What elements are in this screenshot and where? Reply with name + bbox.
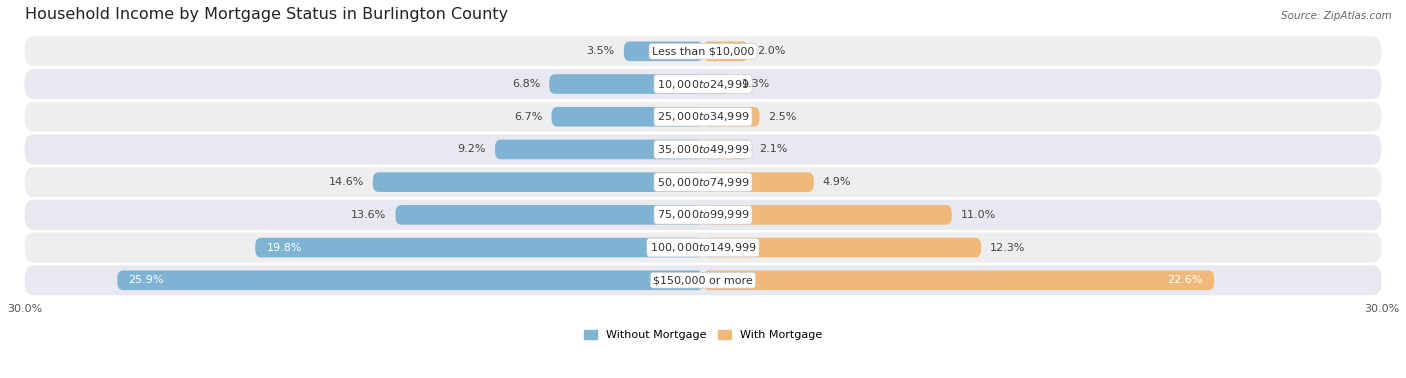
Text: $25,000 to $34,999: $25,000 to $34,999: [657, 110, 749, 123]
Text: $10,000 to $24,999: $10,000 to $24,999: [657, 77, 749, 90]
Text: $150,000 or more: $150,000 or more: [654, 275, 752, 285]
Text: $50,000 to $74,999: $50,000 to $74,999: [657, 176, 749, 189]
FancyBboxPatch shape: [117, 271, 703, 290]
FancyBboxPatch shape: [703, 238, 981, 257]
FancyBboxPatch shape: [24, 102, 1382, 132]
Text: 9.2%: 9.2%: [457, 144, 486, 155]
FancyBboxPatch shape: [703, 205, 952, 225]
Text: 14.6%: 14.6%: [329, 177, 364, 187]
Text: Source: ZipAtlas.com: Source: ZipAtlas.com: [1281, 11, 1392, 21]
Text: $35,000 to $49,999: $35,000 to $49,999: [657, 143, 749, 156]
Text: 19.8%: 19.8%: [267, 243, 302, 253]
FancyBboxPatch shape: [395, 205, 703, 225]
FancyBboxPatch shape: [24, 36, 1382, 67]
FancyBboxPatch shape: [24, 167, 1382, 197]
Text: 2.5%: 2.5%: [769, 112, 797, 122]
FancyBboxPatch shape: [703, 139, 751, 159]
Text: $100,000 to $149,999: $100,000 to $149,999: [650, 241, 756, 254]
FancyBboxPatch shape: [703, 271, 1215, 290]
Text: 1.3%: 1.3%: [741, 79, 769, 89]
Text: 25.9%: 25.9%: [128, 275, 165, 285]
Text: $75,000 to $99,999: $75,000 to $99,999: [657, 208, 749, 222]
FancyBboxPatch shape: [256, 238, 703, 257]
Text: Less than $10,000: Less than $10,000: [652, 46, 754, 56]
Text: 2.0%: 2.0%: [758, 46, 786, 56]
FancyBboxPatch shape: [24, 69, 1382, 99]
FancyBboxPatch shape: [703, 107, 759, 127]
FancyBboxPatch shape: [551, 107, 703, 127]
FancyBboxPatch shape: [495, 139, 703, 159]
FancyBboxPatch shape: [703, 172, 814, 192]
FancyBboxPatch shape: [624, 42, 703, 61]
Legend: Without Mortgage, With Mortgage: Without Mortgage, With Mortgage: [579, 325, 827, 345]
FancyBboxPatch shape: [24, 232, 1382, 263]
Text: 3.5%: 3.5%: [586, 46, 614, 56]
FancyBboxPatch shape: [373, 172, 703, 192]
Text: 6.8%: 6.8%: [512, 79, 540, 89]
FancyBboxPatch shape: [24, 265, 1382, 295]
FancyBboxPatch shape: [703, 74, 733, 94]
FancyBboxPatch shape: [550, 74, 703, 94]
Text: 11.0%: 11.0%: [960, 210, 995, 220]
FancyBboxPatch shape: [24, 200, 1382, 230]
Text: 13.6%: 13.6%: [352, 210, 387, 220]
Text: 12.3%: 12.3%: [990, 243, 1025, 253]
Text: Household Income by Mortgage Status in Burlington County: Household Income by Mortgage Status in B…: [24, 7, 508, 22]
Text: 22.6%: 22.6%: [1167, 275, 1202, 285]
Text: 4.9%: 4.9%: [823, 177, 852, 187]
FancyBboxPatch shape: [703, 42, 748, 61]
FancyBboxPatch shape: [24, 135, 1382, 164]
Text: 2.1%: 2.1%: [759, 144, 787, 155]
Text: 6.7%: 6.7%: [515, 112, 543, 122]
